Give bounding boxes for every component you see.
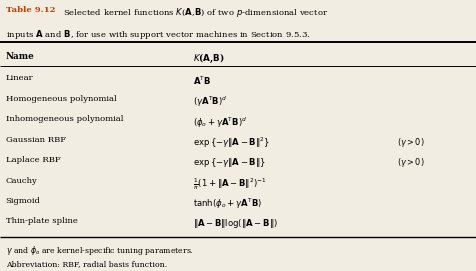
Text: $\frac{1}{\pi}(1 + \|\mathbf{A} - \mathbf{B}\|^2)^{-1}$: $\frac{1}{\pi}(1 + \|\mathbf{A} - \mathb…	[193, 177, 267, 192]
Text: $\|\mathbf{A} - \mathbf{B}\|\log(\|\mathbf{A} - \mathbf{B}\|)$: $\|\mathbf{A} - \mathbf{B}\|\log(\|\math…	[193, 217, 278, 230]
Text: $\exp\{-\gamma\|\mathbf{A} - \mathbf{B}\|^2\}$: $\exp\{-\gamma\|\mathbf{A} - \mathbf{B}\…	[193, 136, 270, 150]
Text: $\tanh(\phi_o + \gamma\mathbf{A}^{\mathrm{T}}\mathbf{B})$: $\tanh(\phi_o + \gamma\mathbf{A}^{\mathr…	[193, 197, 262, 211]
Text: Name: Name	[6, 52, 34, 61]
Text: $\mathbf{A}^{\mathrm{T}}\mathbf{B}$: $\mathbf{A}^{\mathrm{T}}\mathbf{B}$	[193, 74, 211, 87]
Text: $(\gamma\mathbf{A}^{\mathrm{T}}\mathbf{B})^d$: $(\gamma\mathbf{A}^{\mathrm{T}}\mathbf{B…	[193, 95, 228, 109]
Text: Linear: Linear	[6, 74, 33, 82]
Text: Table 9.12: Table 9.12	[6, 6, 55, 14]
Text: Gaussian RBF: Gaussian RBF	[6, 136, 66, 144]
Text: $(\gamma > 0)$: $(\gamma > 0)$	[397, 136, 425, 149]
Text: Abbreviation: RBF, radial basis function.: Abbreviation: RBF, radial basis function…	[6, 260, 167, 268]
Text: $(\phi_o + \gamma\mathbf{A}^{\mathrm{T}}\mathbf{B})^d$: $(\phi_o + \gamma\mathbf{A}^{\mathrm{T}}…	[193, 115, 247, 130]
Text: $\gamma$ and $\phi_o$ are kernel-specific tuning parameters.: $\gamma$ and $\phi_o$ are kernel-specifi…	[6, 244, 193, 257]
Text: inputs $\mathbf{A}$ and $\mathbf{B}$, for use with support vector machines in Se: inputs $\mathbf{A}$ and $\mathbf{B}$, fo…	[6, 28, 310, 41]
Text: Homogeneous polynomial: Homogeneous polynomial	[6, 95, 117, 103]
Text: Selected kernel functions $K$($\mathbf{A}$,$\mathbf{B}$) of two $p$-dimensional : Selected kernel functions $K$($\mathbf{A…	[55, 6, 328, 19]
Text: Laplace RBF: Laplace RBF	[6, 156, 60, 164]
Text: $K$($\mathbf{A}$,$\mathbf{B}$): $K$($\mathbf{A}$,$\mathbf{B}$)	[193, 52, 225, 65]
Text: Cauchy: Cauchy	[6, 177, 38, 185]
Text: $(\gamma > 0)$: $(\gamma > 0)$	[397, 156, 425, 169]
Text: $\exp\{-\gamma\|\mathbf{A} - \mathbf{B}\|\}$: $\exp\{-\gamma\|\mathbf{A} - \mathbf{B}\…	[193, 156, 266, 169]
Text: Inhomogeneous polynomial: Inhomogeneous polynomial	[6, 115, 123, 123]
Text: Sigmoid: Sigmoid	[6, 197, 40, 205]
Text: Thin-plate spline: Thin-plate spline	[6, 217, 78, 225]
